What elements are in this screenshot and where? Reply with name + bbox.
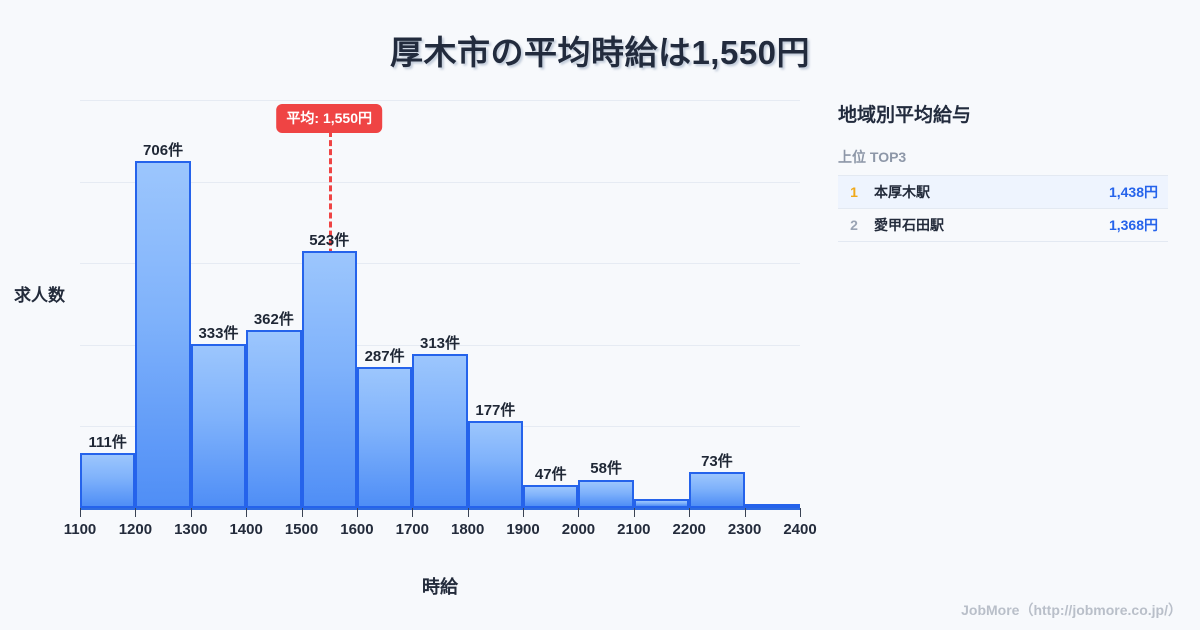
x-tick-mark [689, 508, 691, 517]
histogram-bar[interactable] [190, 344, 247, 508]
x-tick-label: 1100 [63, 521, 97, 538]
x-tick-mark [523, 508, 525, 517]
bar-value-label: 362件 [253, 311, 294, 329]
x-tick-mark [356, 508, 358, 517]
histogram-bar[interactable] [744, 504, 800, 508]
sidebar: 地域別平均給与 上位 TOP3 1 本厚木駅 1,438円 2 愛甲石田駅 1,368円 [838, 100, 1168, 242]
footer-watermark: JobMore（http://jobmore.co.jp/） [961, 602, 1182, 618]
rank-wage-value: 1,438円 [1108, 184, 1158, 200]
histogram-chart: 求人数 時給 平均: 1,550円 111件 706件 333件 362件 523件 28… [14, 100, 817, 597]
rank-station-name: 愛甲石田駅 [874, 217, 944, 233]
x-tick-label: 1500 [284, 521, 319, 538]
x-tick-label: 1300 [174, 521, 208, 538]
gridline [80, 100, 800, 101]
histogram-bar[interactable] [246, 330, 302, 508]
gridline [80, 263, 800, 264]
x-tick-mark [246, 508, 248, 517]
y-axis-title: 求人数 [14, 286, 65, 305]
histogram-bar[interactable] [412, 354, 468, 508]
rank-number: 2 [850, 217, 858, 233]
ranking-row[interactable]: 1 本厚木駅 1,438円 [838, 176, 1168, 209]
x-tick-mark [412, 508, 414, 517]
x-tick-label: 1700 [395, 521, 429, 538]
histogram-bar[interactable] [80, 453, 136, 508]
average-badge: 平均: 1,550円 [276, 104, 383, 133]
x-tick-mark [190, 508, 192, 517]
page-title: 厚木市の平均時給は1,550円 [389, 34, 811, 71]
x-tick-mark [135, 508, 137, 517]
histogram-bar[interactable] [301, 250, 357, 508]
x-tick-mark [301, 508, 303, 517]
x-tick-label: 1400 [229, 521, 263, 538]
histogram-bar[interactable] [467, 421, 524, 508]
bar-value-label: 58件 [590, 460, 622, 478]
x-tick-mark [578, 508, 580, 517]
x-tick-label: 1200 [118, 521, 153, 538]
x-tick-label: 1800 [451, 521, 485, 538]
histogram-bar[interactable] [523, 484, 579, 508]
x-tick-mark [633, 508, 635, 517]
x-tick-label: 2100 [617, 521, 651, 538]
bar-value-label: 523件 [309, 231, 350, 249]
bar-value-label: 287件 [364, 347, 405, 365]
rank-number: 1 [850, 184, 858, 200]
histogram-bar[interactable] [633, 499, 690, 508]
sidebar-title: 地域別平均給与 [838, 105, 972, 126]
histogram-bar[interactable] [356, 366, 413, 508]
x-axis-title: 時給 [422, 577, 458, 597]
bar-value-label: 111件 [88, 434, 127, 452]
sidebar-subtitle: 上位 TOP3 [838, 149, 907, 165]
histogram-bar[interactable] [578, 479, 634, 508]
x-axis-line [80, 508, 800, 510]
bar-value-label: 313件 [419, 335, 461, 353]
x-tick-mark [467, 508, 469, 517]
histogram-bar[interactable] [689, 472, 745, 508]
x-tick-label: 2400 [783, 521, 817, 538]
x-tick-label: 1900 [506, 521, 540, 538]
rank-wage-value: 1,368円 [1108, 217, 1158, 233]
gridline [80, 345, 800, 346]
bar-value-label: 73件 [701, 453, 733, 471]
bar-value-label: 706件 [143, 141, 184, 159]
x-tick-label: 1600 [340, 521, 374, 538]
rank-station-name: 本厚木駅 [874, 184, 930, 200]
x-tick-label: 2300 [727, 521, 762, 538]
bar-value-label: 333件 [198, 325, 239, 343]
x-tick-mark [800, 508, 801, 517]
x-tick-mark [80, 508, 81, 517]
x-tick-mark [744, 508, 746, 517]
x-tick-label: 2000 [561, 521, 596, 538]
ranking-list: 1 本厚木駅 1,438円 2 愛甲石田駅 1,368円 [838, 175, 1168, 242]
x-tick-label: 2200 [672, 521, 706, 538]
histogram-bar[interactable] [135, 160, 191, 508]
bar-value-label: 177件 [475, 401, 516, 419]
ranking-row[interactable]: 2 愛甲石田駅 1,368円 [838, 209, 1168, 242]
gridline [80, 182, 800, 183]
bar-value-label: 47件 [534, 465, 567, 483]
